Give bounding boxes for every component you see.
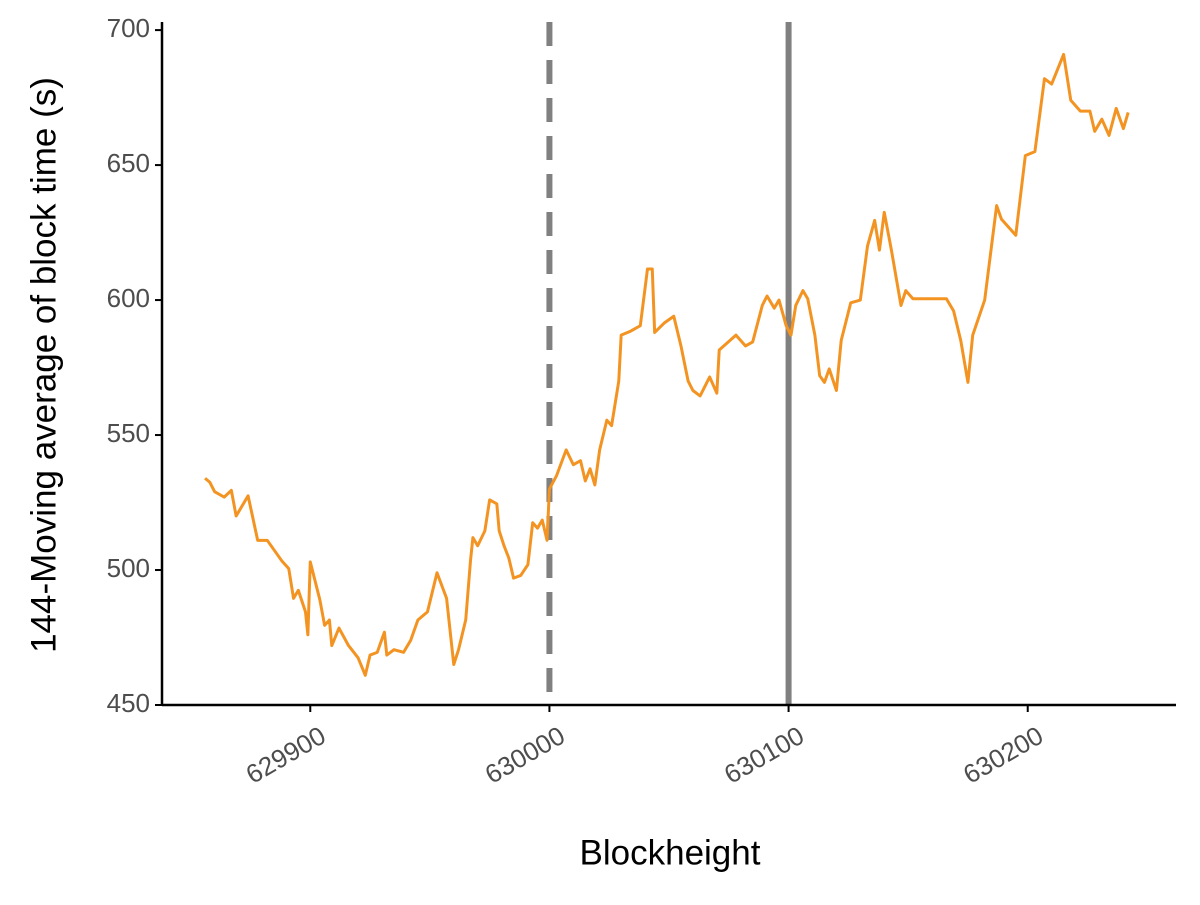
x-tick-label: 630100 (719, 720, 809, 789)
y-tick-label: 550 (107, 418, 150, 448)
x-tick-label: 630000 (480, 720, 570, 789)
y-tick-label: 650 (107, 148, 150, 178)
y-axis-title: 144-Moving average of block time (s) (24, 77, 63, 653)
x-axis-title: Blockheight (580, 833, 761, 872)
y-tick-label: 700 (107, 13, 150, 43)
data-line (204, 52, 1130, 677)
y-tick-label: 500 (107, 553, 150, 583)
x-tick-label: 630200 (958, 720, 1048, 789)
x-tick-label: 629900 (241, 720, 331, 789)
y-tick-label: 450 (107, 688, 150, 718)
y-tick-label: 600 (107, 283, 150, 313)
